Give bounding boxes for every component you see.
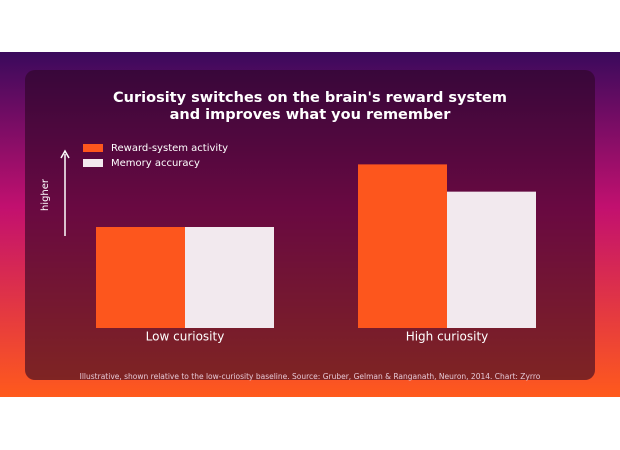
- bar: [447, 191, 536, 328]
- bar: [96, 227, 185, 328]
- chart-title: Curiosity switches on the brain's reward…: [113, 90, 507, 123]
- x-tick-label: Low curiosity: [146, 330, 225, 344]
- bar: [185, 227, 274, 328]
- footnote: Illustrative, shown relative to the low-…: [80, 372, 541, 381]
- legend-label: Memory accuracy: [111, 158, 200, 169]
- legend-swatch: [83, 159, 103, 167]
- x-tick-label: High curiosity: [406, 330, 489, 344]
- legend-label: Reward-system activity: [111, 143, 228, 154]
- arrow-head: [60, 149, 70, 159]
- bar: [358, 164, 447, 328]
- legend-swatch: [83, 144, 103, 152]
- axis-note: higher: [40, 178, 51, 211]
